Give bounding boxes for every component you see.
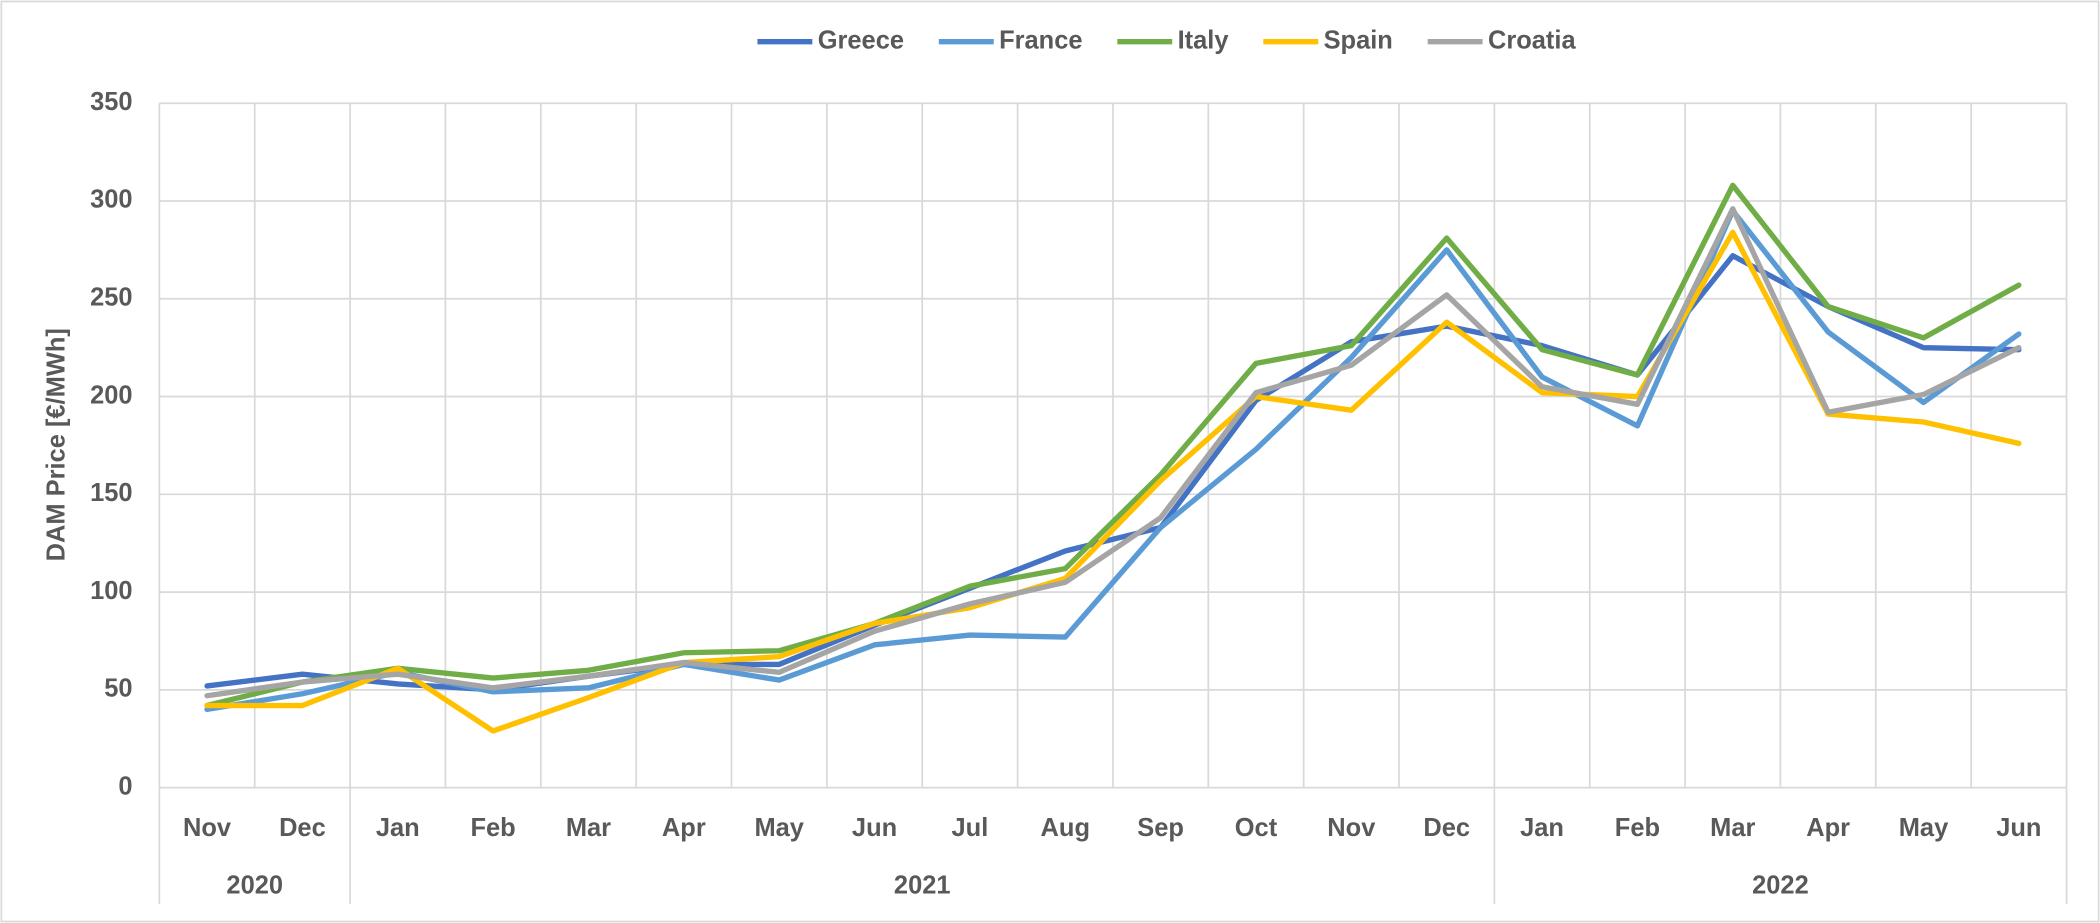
series-line	[204, 229, 2022, 734]
year-label: 2020	[226, 871, 283, 899]
legend-label: France	[999, 26, 1082, 54]
legend-label: Italy	[1178, 26, 1230, 54]
legend: Greece France Italy Spain Croatia	[757, 26, 1576, 54]
y-tick-label: 150	[90, 479, 132, 507]
legend-label: Greece	[818, 26, 904, 54]
x-tick-label: Nov	[183, 814, 232, 842]
y-tick-label: 250	[90, 283, 132, 311]
x-tick-label: Mar	[1710, 814, 1755, 842]
x-tick-label: Jul	[952, 814, 989, 842]
x-tick-label: Dec	[1423, 814, 1470, 842]
y-tick-label: 200	[90, 381, 132, 409]
y-tick-label: 50	[104, 675, 132, 703]
x-tick-label: Feb	[1615, 814, 1660, 842]
legend-label: Spain	[1324, 26, 1393, 54]
y-tick-label: 300	[90, 186, 132, 214]
series-line	[204, 182, 2022, 709]
series-line	[204, 206, 2022, 699]
y-tick-label: 0	[118, 772, 132, 800]
x-tick-label: Sep	[1137, 814, 1184, 842]
y-axis-label: DAM Price [€/MWh]	[42, 328, 70, 561]
x-tick-label: Apr	[662, 814, 706, 842]
year-label: 2021	[894, 871, 951, 899]
x-tick-label: May	[1899, 814, 1949, 842]
x-tick-label: Jan	[376, 814, 420, 842]
legend-label: Croatia	[1488, 26, 1576, 54]
x-tick-label: May	[754, 814, 804, 842]
x-tick-label: Apr	[1806, 814, 1850, 842]
x-tick-label: Jan	[1520, 814, 1564, 842]
x-tick-label: Aug	[1041, 814, 1090, 842]
y-tick-label: 350	[90, 88, 132, 116]
x-tick-label: Jun	[852, 814, 897, 842]
y-tick-label: 100	[90, 577, 132, 605]
x-tick-label: Oct	[1235, 814, 1278, 842]
x-tick-label: Jun	[1996, 814, 2041, 842]
x-tick-label: Mar	[566, 814, 611, 842]
x-tick-label: Nov	[1327, 814, 1376, 842]
year-label: 2022	[1752, 871, 1809, 899]
x-tick-label: Feb	[471, 814, 516, 842]
x-tick-label: Dec	[279, 814, 326, 842]
